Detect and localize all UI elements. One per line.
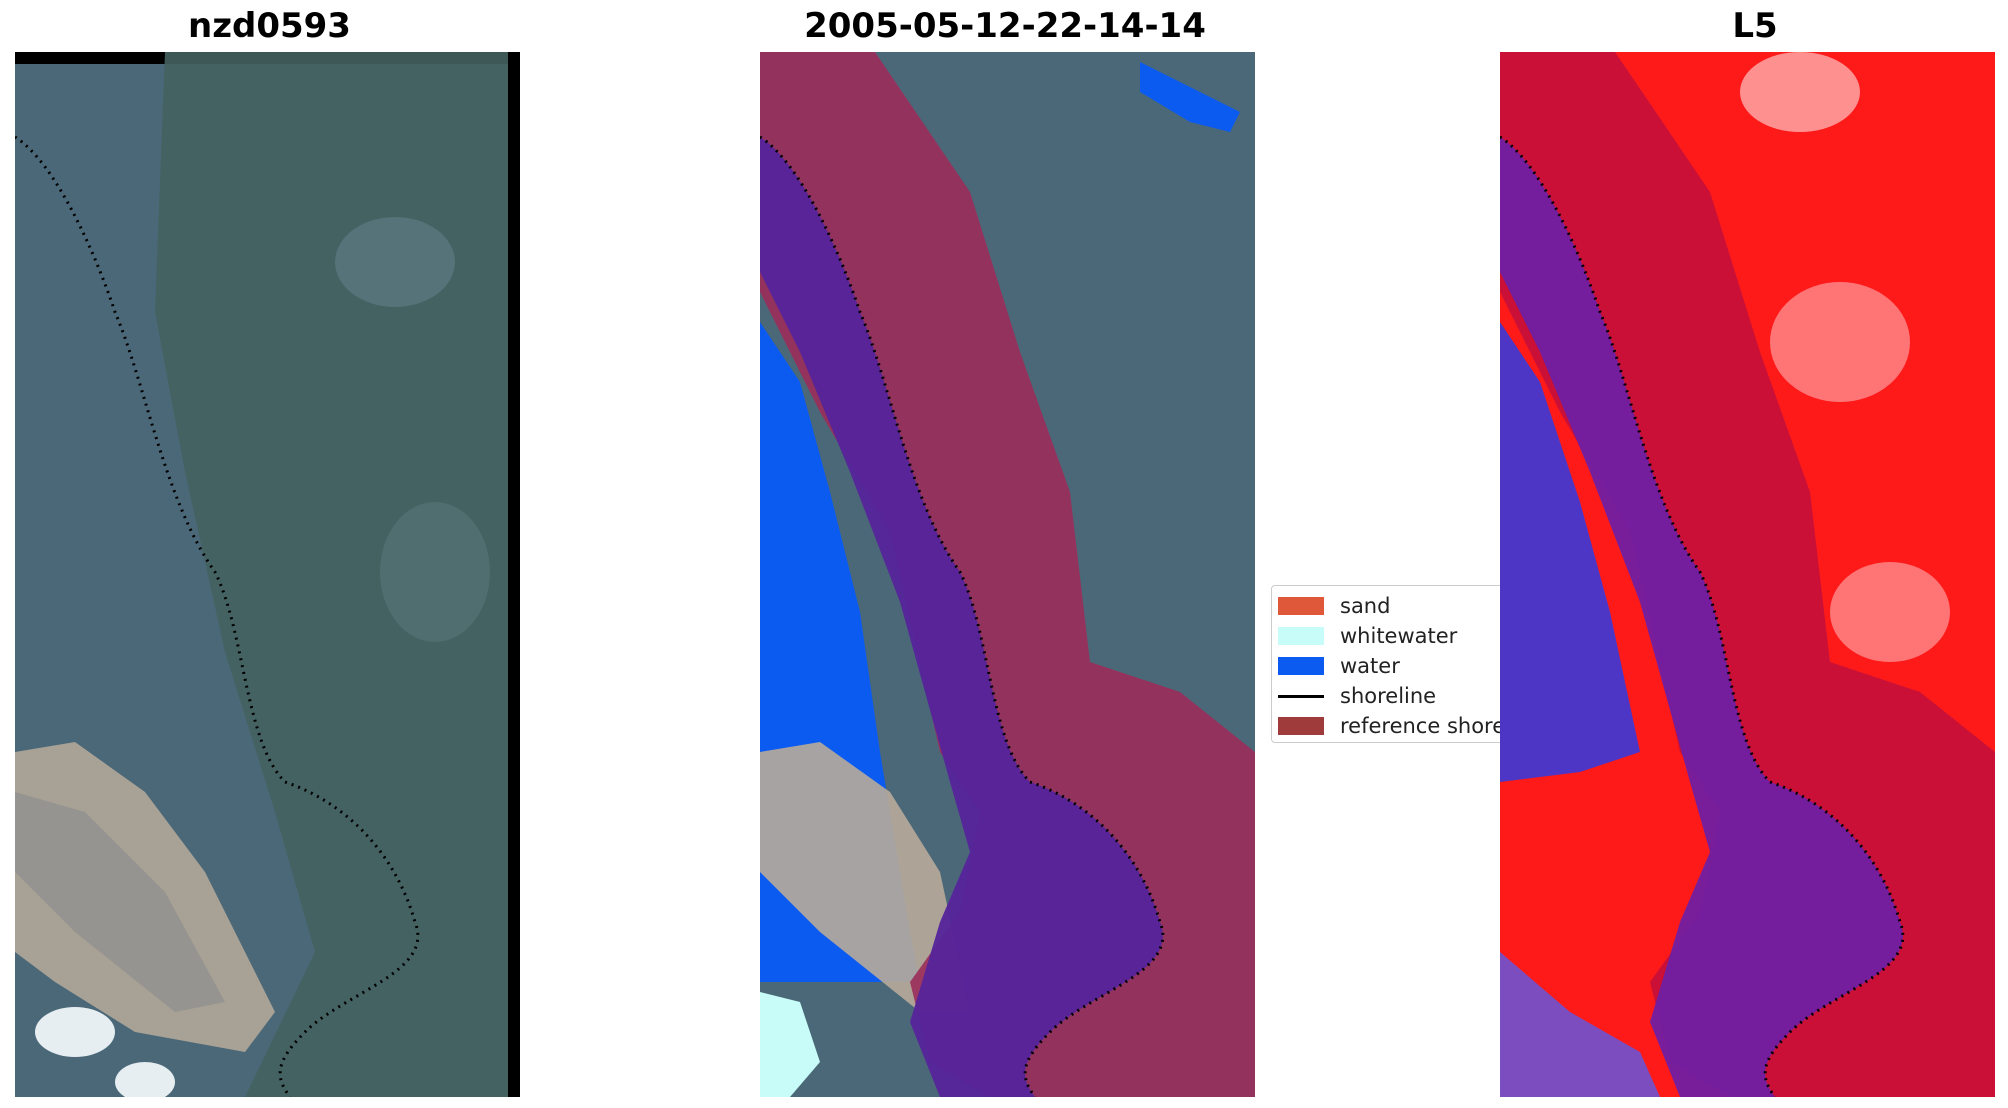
- l5-index-panel: [1500, 52, 2005, 1097]
- legend-label: sand: [1340, 594, 1391, 618]
- panel-title-left: nzd0593: [188, 6, 351, 46]
- legend-label: reference shoreline buffer: [1340, 714, 1506, 738]
- whitewater-swatch: [1278, 627, 1324, 645]
- legend-item-reference-shoreline-buffer: reference shoreline buffer: [1278, 711, 1506, 741]
- shoreline-line-swatch: [1278, 694, 1324, 698]
- legend-label: water: [1340, 654, 1400, 678]
- water-swatch: [1278, 657, 1324, 675]
- classification-panel: [760, 52, 1265, 1097]
- legend-item-whitewater: whitewater: [1278, 621, 1457, 651]
- legend-label: whitewater: [1340, 624, 1458, 648]
- rgb-image-panel: [15, 52, 520, 1097]
- panel-title-right: L5: [1732, 6, 1778, 46]
- legend-item-water: water: [1278, 651, 1400, 681]
- rgb-satellite-image: [15, 52, 520, 1097]
- reference-shoreline-buffer-swatch: [1278, 717, 1324, 735]
- legend: sand whitewater water shoreline referenc…: [1271, 585, 1506, 743]
- legend-label: shoreline: [1340, 684, 1437, 708]
- legend-item-sand: sand: [1278, 591, 1390, 621]
- legend-item-shoreline: shoreline: [1278, 681, 1436, 711]
- classified-image: [760, 52, 1265, 1097]
- sand-swatch: [1278, 597, 1324, 615]
- l5-index-image: [1500, 52, 2005, 1097]
- panel-title-middle: 2005-05-12-22-14-14: [804, 6, 1206, 46]
